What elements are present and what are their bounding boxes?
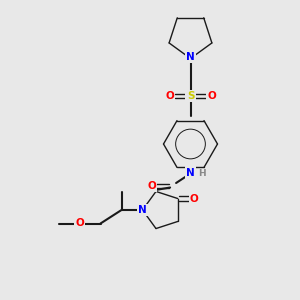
- Text: N: N: [138, 205, 147, 215]
- Text: N: N: [186, 52, 195, 62]
- Text: O: O: [165, 91, 174, 101]
- Text: O: O: [207, 91, 216, 101]
- Text: O: O: [75, 218, 84, 229]
- Text: N: N: [186, 167, 195, 178]
- Text: O: O: [190, 194, 199, 203]
- Text: S: S: [187, 91, 194, 101]
- Text: H: H: [198, 169, 206, 178]
- Text: O: O: [147, 181, 156, 191]
